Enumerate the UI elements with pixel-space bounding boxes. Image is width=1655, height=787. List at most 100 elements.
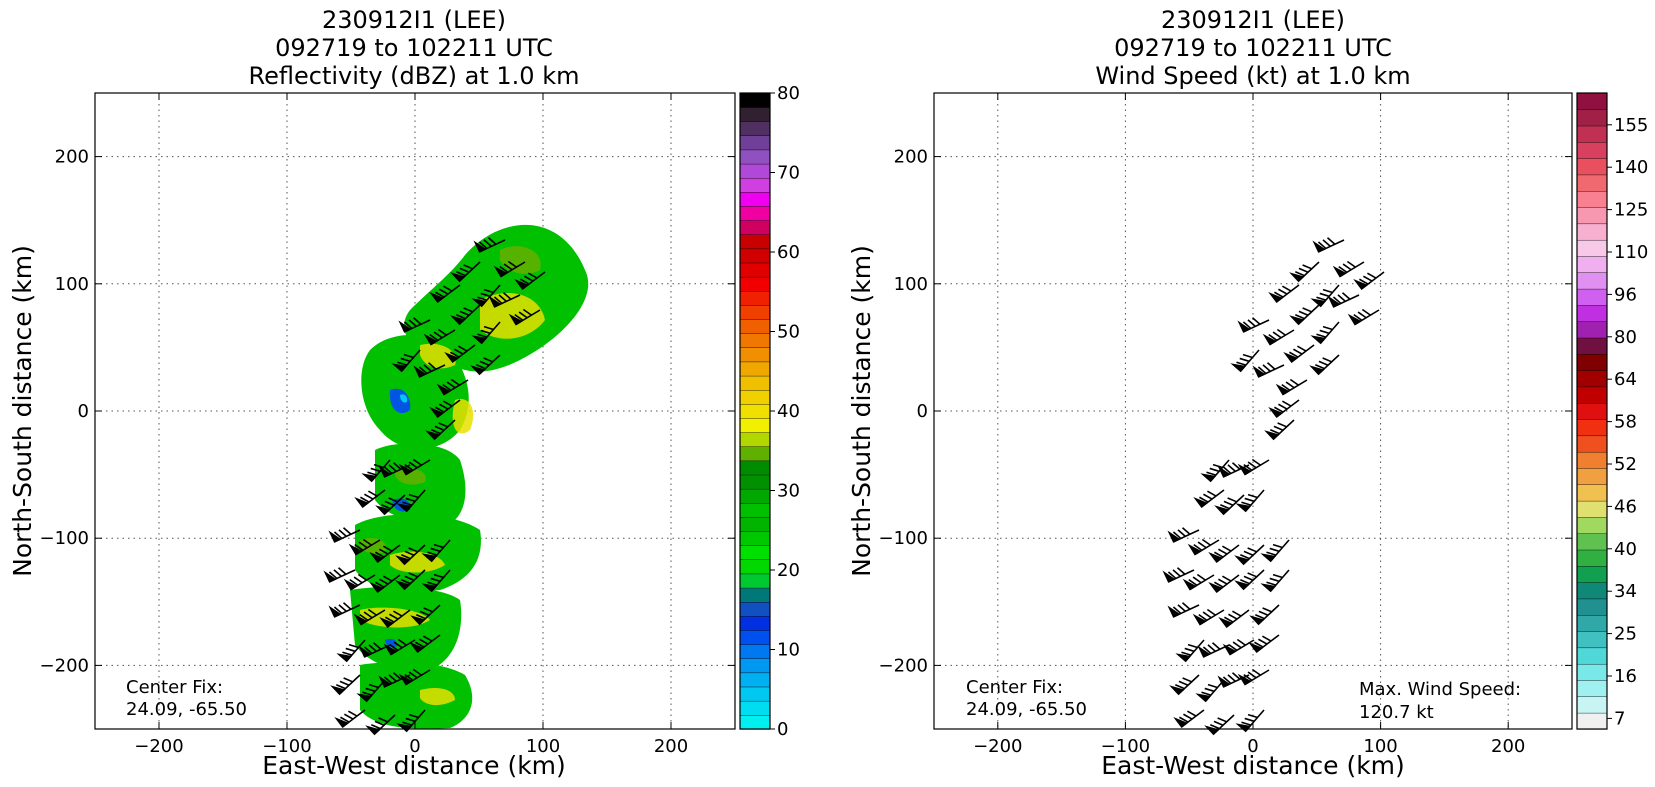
reflectivity-wind-barbs [323,237,546,736]
reflectivity-wind-barb [328,602,361,618]
windspeed-wind-barb-feather [1211,642,1221,650]
reflectivity-wind-barb-flag [328,605,342,618]
windspeed-wind-barb-flag [1192,613,1207,626]
reflectivity-wind-barb [328,527,361,543]
reflectivity-wind-barb-feather [524,275,534,282]
reflectivity-wind-barb-feather [335,684,346,690]
reflectivity-wind-barb-feather [383,575,393,582]
windspeed-wind-barb-feather [1346,260,1356,268]
reflectivity-colorbar-bin [739,629,771,645]
windspeed-title-line2: 092719 to 102211 UTC [1114,34,1392,62]
reflectivity-wind-barb-feather [374,720,385,726]
windspeed-wind-barb [1268,284,1300,303]
reflectivity-colorbar-tick-label: 50 [777,322,800,343]
windspeed-colorbar-bin [1576,190,1608,208]
reflectivity-wind-barb-flag [323,570,337,583]
reflectivity-wind-barb-flag [421,583,438,593]
reflectivity-wind-barb-feather [443,400,453,407]
reflectivity-wind-barb-feather [392,672,402,680]
windspeed-wind-barb-feather [1272,573,1283,579]
windspeed-wind-barb-feather [1251,668,1261,676]
windspeed-wind-barb-feather [1363,275,1373,282]
windspeed-wind-barb-feather [1202,646,1212,655]
reflectivity-wind-barb-feather [389,643,399,651]
windspeed-wind-barb-feather [1298,310,1309,316]
reflectivity-wind-barb [361,459,391,483]
reflectivity-colorbar-bin [739,530,771,546]
windspeed-wind-barb [1262,328,1295,346]
windspeed-wind-barb-feather [1239,357,1250,363]
reflectivity-colorbar-bin [739,163,771,179]
reflectivity-wind-barb-feather [478,241,488,250]
reflectivity-wind-barb-feather [383,466,393,475]
reflectivity-wind-barb-feather [342,651,353,656]
reflectivity-wind-barb-feather [439,288,449,295]
reflectivity-wind-barb-flag [396,723,413,733]
windspeed-wind-barb-feather [1177,604,1186,612]
reflectivity-wind-barb [429,284,461,303]
windspeed-ytick-label: 0 [917,401,928,422]
windspeed-wind-barb-feather [1302,307,1312,313]
windspeed-wind-barb-feather [1213,720,1224,726]
windspeed-colorbar-bin [1576,549,1608,567]
reflectivity-colorbar-tick-label: 20 [777,560,800,581]
reflectivity-wind-barb [343,573,376,591]
windspeed-colorbar-bin [1576,712,1608,730]
reflectivity-wind-barb-feather [375,551,385,558]
windspeed-wind-barb-feather [1204,687,1215,693]
windspeed-wind-barb-feather [1231,462,1241,470]
windspeed-ylabel: North-South distance (km) [847,245,876,577]
reflectivity-wind-barb-feather [433,573,444,579]
reflectivity-colorbar-bin [739,658,771,674]
reflectivity-colorbar-bin [739,474,771,490]
reflectivity-wind-barb-flag [395,580,411,591]
reflectivity-wind-barb-feather [477,333,488,338]
windspeed-wind-barb-flag [1310,298,1327,308]
reflectivity-wind-barb-flag [348,543,363,556]
windspeed-colorbar-tick-label: 110 [1614,242,1648,263]
windspeed-wind-barb [1200,459,1230,483]
windspeed-wind-barb [1167,527,1200,543]
reflectivity-colorbar-bin [739,644,771,659]
windspeed-wind-barb-feather [1262,635,1272,642]
windspeed-wind-barb-flag [1217,465,1231,478]
windspeed-wind-barb [1260,569,1290,593]
windspeed-colorbar-bin [1576,206,1608,225]
reflectivity-wind-barb-feather [400,579,411,585]
windspeed-colorbar-bin [1576,696,1608,714]
reflectivity-wind-barb-feather [412,668,422,676]
reflectivity-wind-barb [365,714,396,736]
reflectivity-wind-barb-feather [480,329,491,335]
windspeed-wind-barb-flag [1234,555,1250,566]
windspeed-wind-barb-feather [1322,325,1333,331]
windspeed-wind-barb-feather [1206,608,1216,616]
windspeed-colorbar-bin [1576,647,1608,665]
reflectivity-wind-barb-feather [528,272,538,279]
windspeed-wind-barb [1182,573,1215,591]
reflectivity-colorbar-bin [739,347,771,363]
windspeed-wind-barb-flag [1252,365,1266,378]
windspeed-colorbar-bin [1576,484,1608,502]
reflectivity-wind-barb-flag [413,365,427,378]
reflectivity-wind-barb [471,284,501,308]
reflectivity-colorbar-bin [739,389,771,405]
windspeed-wind-barb-feather [1236,361,1247,366]
reflectivity-colorbar-bin [739,304,771,320]
windspeed-wind-barb-flag [1309,365,1325,376]
windspeed-colorbar-bin [1576,125,1608,143]
windspeed-xtick-label: 100 [1363,736,1397,757]
reflectivity-wind-barb-feather [502,292,512,300]
windspeed-wind-barb-feather [1273,425,1284,431]
windspeed-wind-barb-feather [1222,466,1232,475]
windspeed-wind-barb-feather [1289,378,1299,386]
windspeed-colorbar-tick-label: 155 [1614,115,1648,136]
reflectivity-ytick-label: −100 [40,528,89,549]
windspeed-wind-barb [1353,271,1385,290]
windspeed-wind-barb-feather [1217,717,1227,723]
windspeed-colorbar-tick-label: 52 [1614,454,1637,475]
windspeed-wind-barb [1309,354,1340,376]
reflectivity-wind-barb [336,639,366,663]
reflectivity-wind-barb-feather [430,429,441,435]
reflectivity-wind-barb-feather [354,543,364,551]
reflectivity-wind-barb-feather [368,683,379,689]
